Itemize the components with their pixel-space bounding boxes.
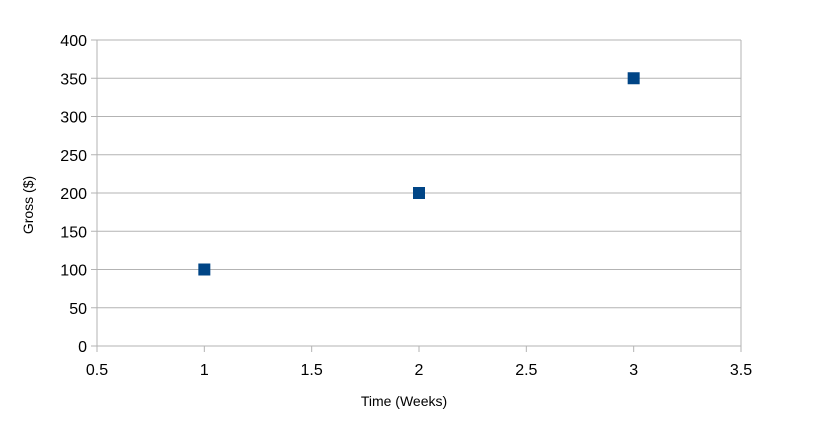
y-tick-label: 350 xyxy=(60,71,87,88)
x-tick-label: 3 xyxy=(629,362,638,379)
x-axis-title: Time (Weeks) xyxy=(361,393,447,409)
y-axis-title: Gross ($) xyxy=(20,176,36,234)
y-tick-label: 400 xyxy=(60,33,87,50)
y-tick-label: 100 xyxy=(60,263,87,280)
data-point xyxy=(627,72,640,85)
x-tick-label: 1.5 xyxy=(301,362,323,379)
axes xyxy=(96,40,742,352)
tick-labels: 0 50 100 150 200 250 300 350 400 0.5 1 1.5 2 2.5 3 3.5 xyxy=(60,33,752,379)
y-tick-label: 50 xyxy=(69,301,87,318)
data-point xyxy=(198,263,211,276)
y-tick-label: 150 xyxy=(60,224,87,241)
y-tick-label: 250 xyxy=(60,148,87,165)
data-point xyxy=(413,187,425,199)
y-tick-label: 300 xyxy=(60,110,87,127)
x-tick-label: 3.5 xyxy=(730,362,752,379)
x-tick-label: 2.5 xyxy=(515,362,537,379)
y-tick-label: 0 xyxy=(78,339,87,356)
x-tick-label: 2 xyxy=(415,362,424,379)
x-tick-label: 1 xyxy=(200,362,209,379)
data-points xyxy=(198,72,640,276)
x-tick-label: 0.5 xyxy=(86,362,108,379)
y-tick-label: 200 xyxy=(60,186,87,203)
